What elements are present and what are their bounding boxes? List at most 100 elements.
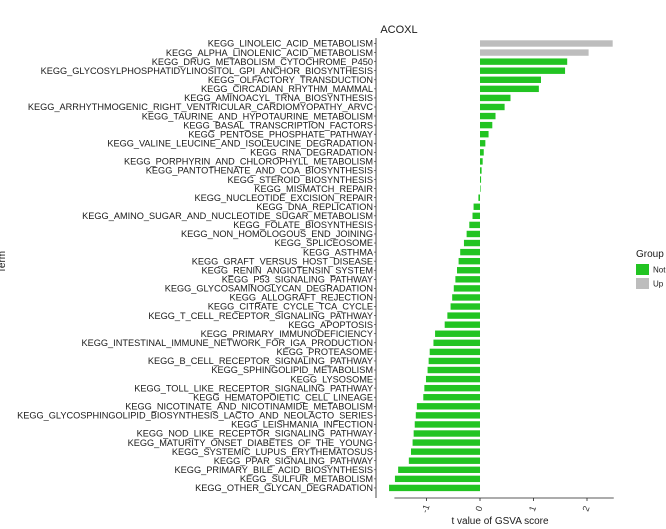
bar-not (389, 484, 480, 492)
term-label: KEGG_GRAFT_VERSUS_HOST_DISEASE (192, 256, 373, 266)
bar-not (480, 131, 489, 138)
term-label: KEGG_CITRATE_CYCLE_TCA_CYCLE (208, 302, 373, 312)
term-label: KEGG_STEROID_BIOSYNTHESIS (227, 175, 373, 185)
term-label: KEGG_T_CELL_RECEPTOR_SIGNALING_PATHWAY (148, 311, 373, 321)
term-label: KEGG_PANTOTHENATE_AND_COA_BIOSYNTHESIS (146, 166, 373, 176)
term-label: KEGG_SYSTEMIC_LUPUS_ERYTHEMATOSUS (172, 447, 373, 457)
term-label: KEGG_PENTOSE_PHOSPHATE_PATHWAY (188, 129, 373, 139)
term-label: KEGG_SPLICEOSOME (274, 238, 373, 248)
y-axis-title: Term (0, 251, 8, 273)
legend-label-not: Not (653, 266, 666, 275)
x-tick-label: 0 (474, 505, 485, 513)
bars (389, 40, 613, 492)
term-label: KEGG_DRUG_METABOLISM_CYTOCHROME_P450 (152, 57, 373, 67)
term-label: KEGG_NICOTINATE_AND_NICOTINAMIDE_METABOL… (125, 402, 373, 412)
legend: Group Not Up (636, 249, 666, 289)
bar-not (408, 457, 480, 464)
term-label: KEGG_P53_SIGNALING_PATHWAY (222, 275, 373, 285)
term-label: KEGG_GLYCOSAMINOGLYCAN_DEGRADATION (165, 284, 373, 294)
bar-not (463, 239, 480, 247)
term-label: KEGG_NUCLEOTIDE_EXCISION_REPAIR (194, 193, 373, 203)
term-label: KEGG_RENIN_ANGIOTENSIN_SYSTEM (201, 265, 373, 275)
term-label: KEGG_CIRCADIAN_RHYTHM_MAMMAL (201, 84, 373, 94)
bar-not (469, 221, 480, 229)
term-label: KEGG_FOLATE_BIOSYNTHESIS (233, 220, 373, 230)
bar-not (472, 212, 480, 220)
bar-not (473, 203, 480, 210)
term-label: KEGG_NOD_LIKE_RECEPTOR_SIGNALING_PATHWAY (137, 429, 373, 439)
term-label: KEGG_RNA_DEGRADATION (250, 148, 373, 158)
bar-not (480, 121, 493, 129)
bar-not (455, 276, 480, 283)
bar-not (480, 76, 541, 83)
bar-up (480, 49, 589, 56)
x-axis-title: t value of GSVA score (451, 516, 549, 527)
term-label: KEGG_ARRHYTHMOGENIC_RIGHT_VENTRICULAR_CA… (28, 102, 373, 112)
term-label: KEGG_PROTEASOME (277, 347, 374, 357)
term-label: KEGG_OTHER_GLYCAN_DEGRADATION (195, 483, 373, 493)
term-label: KEGG_HEMATOPOIETIC_CELL_LINEAGE (193, 392, 373, 402)
bar-not (450, 303, 480, 310)
term-label: KEGG_PRIMARY_IMMUNODEFICIENCY (201, 329, 373, 339)
x-tick-label: -1 (419, 503, 431, 514)
term-label: KEGG_APOPTOSIS (288, 320, 373, 330)
legend-title: Group (636, 249, 664, 260)
bar-not (398, 466, 480, 473)
term-label: KEGG_MISMATCH_REPAIR (254, 184, 373, 194)
bar-not (433, 339, 480, 347)
legend-swatch-up (636, 278, 649, 289)
bar-not (414, 421, 480, 428)
term-label: KEGG_AMINOACYL_TRNA_BIOSYNTHESIS (184, 93, 373, 103)
bar-not (447, 312, 480, 319)
x-axis: -1 0 1 2 (374, 38, 614, 514)
legend-label-up: Up (653, 280, 664, 289)
bar-not (424, 384, 480, 392)
bar-not (410, 448, 480, 455)
term-label: KEGG_VALINE_LEUCINE_AND_ISOLEUCINE_DEGRA… (107, 138, 373, 148)
bar-not (458, 257, 480, 265)
bar-not (478, 194, 480, 201)
term-label: KEGG_ALPHA_LINOLENIC_ACID_METABOLISM (166, 48, 373, 58)
term-label: KEGG_DNA_REPLICATION (256, 202, 373, 212)
term-label: KEGG_ASTHMA (303, 247, 374, 257)
term-label: KEGG_PRIMARY_BILE_ACID_BIOSYNTHESIS (175, 465, 373, 475)
term-label: KEGG_PORPHYRIN_AND_CHLOROPHYLL_METABOLIS… (124, 157, 373, 167)
bar-not (413, 430, 480, 437)
bar-not (444, 321, 480, 328)
term-label: KEGG_TOLL_LIKE_RECEPTOR_SIGNALING_PATHWA… (134, 383, 373, 393)
bar-not (480, 158, 483, 165)
bar-not (480, 85, 539, 93)
term-label: KEGG_NON_HOMOLOGOUS_END_JOINING (181, 229, 373, 239)
bar-not (466, 230, 480, 238)
term-label: KEGG_SPHINGOLIPID_METABOLISM (211, 365, 373, 375)
bar-not (480, 103, 505, 111)
bar-not (453, 285, 480, 292)
term-label: KEGG_MATURITY_ONSET_DIABETES_OF_THE_YOUN… (128, 438, 373, 448)
term-label: KEGG_AMINO_SUGAR_AND_NUCLEOTIDE_SUGAR_ME… (82, 211, 373, 221)
bar-not (412, 439, 480, 446)
bar-not (480, 112, 496, 120)
bar-not (423, 394, 480, 401)
bar-not (460, 248, 480, 256)
term-label: KEGG_LYSOSOME (290, 374, 373, 384)
term-label: KEGG_B_CELL_RECEPTOR_SIGNALING_PATHWAY (148, 356, 373, 366)
x-tick-label: 1 (527, 505, 538, 513)
bar-not (480, 67, 566, 74)
bar-not (456, 267, 480, 274)
term-label: KEGG_PPAR_SIGNALING_PATHWAY (214, 456, 373, 466)
legend-swatch-not (636, 264, 649, 275)
bar-not (480, 140, 486, 147)
bar-not (435, 330, 480, 337)
bar-not (429, 348, 480, 356)
bar-not (452, 294, 480, 301)
term-label: KEGG_SULFUR_METABOLISM (240, 474, 373, 484)
term-label: KEGG_LEISHMANIA_INFECTION (231, 420, 373, 430)
bar-not (480, 149, 484, 156)
bar-not (428, 357, 480, 365)
term-label: KEGG_LINOLEIC_ACID_METABOLISM (208, 39, 373, 49)
bar-not (480, 176, 482, 183)
term-label: KEGG_GLYCOSPHINGOLIPID_BIOSYNTHESIS_LACT… (17, 411, 373, 421)
term-label: KEGG_ALLOGRAFT_REJECTION (230, 293, 373, 303)
term-label: KEGG_TAURINE_AND_HYPOTAURINE_METABOLISM (142, 111, 373, 121)
bar-not (480, 167, 482, 174)
